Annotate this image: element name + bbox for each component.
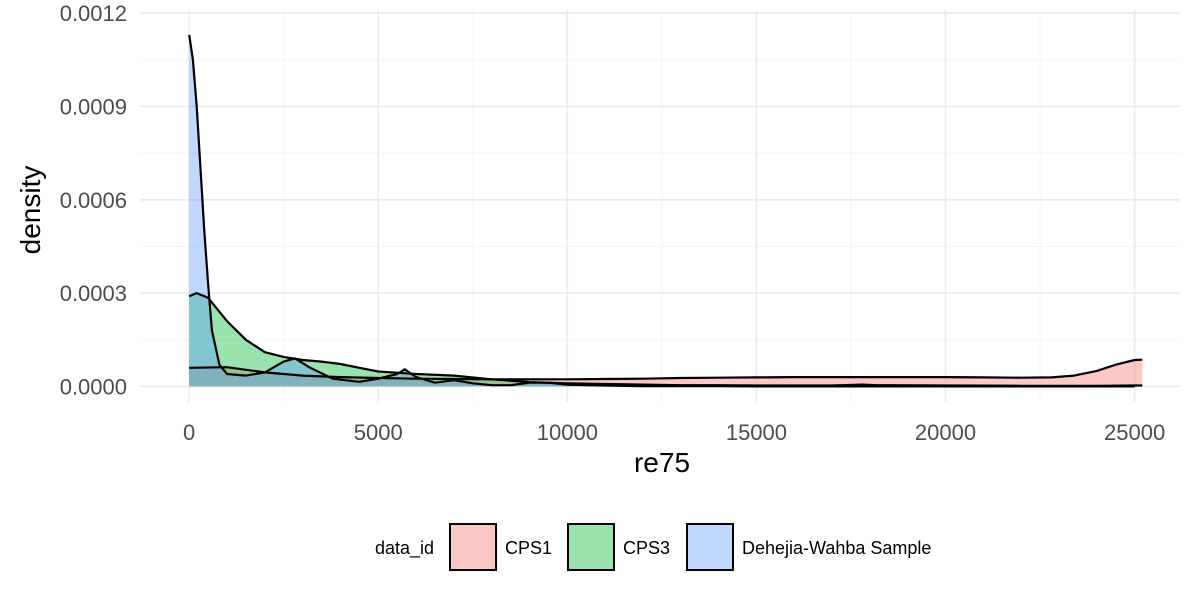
y-tick-label: 0.0006 [60,188,127,213]
legend-title: data_id [375,538,434,559]
x-tick-label: 25000 [1104,420,1165,445]
legend-item-dehejia-wahba-sample: Dehejia-Wahba Sample [686,523,931,571]
y-tick-label: 0.0003 [60,281,127,306]
density-curve-dehejia-wahba-sample [188,34,1135,388]
density-curves [188,34,1143,388]
legend-item-cps3: CPS3 [567,523,670,571]
y-axis-title: density [15,166,46,255]
legend-label-dehejia-wahba-sample: Dehejia-Wahba Sample [742,538,931,558]
grid-lines [140,10,1180,402]
legend-key-dehejia-wahba-sample [686,523,734,571]
density-area-cps3 [189,293,1143,387]
y-tick-label: 0.0012 [60,1,127,26]
legend-item-cps1: CPS1 [449,523,552,571]
x-tick-label: 5000 [354,420,403,445]
x-tick-label: 20000 [915,420,976,445]
x-tick-label: 15000 [726,420,787,445]
legend-label-cps1: CPS1 [505,538,552,558]
x-tick-label: 10000 [537,420,598,445]
density-curve-cps1 [189,358,1143,381]
density-areas [189,34,1143,387]
y-axis-ticks: 0.0000 0.0003 0.0006 0.0009 0.0012 [60,1,127,399]
x-tick-label: 0 [183,420,195,445]
legend-label-cps3: CPS3 [623,538,670,558]
x-axis-ticks: 0 5000 10000 15000 20000 25000 [183,420,1165,445]
legend: data_id CPS1 CPS3 Dehejia-Wahba Sample [375,523,931,571]
legend-key-cps1 [449,523,497,571]
legend-key-cps3 [567,523,615,571]
legend-items: CPS1 CPS3 Dehejia-Wahba Sample [449,523,931,571]
x-axis-title: re75 [634,447,690,478]
y-tick-label: 0.0009 [60,94,127,119]
y-tick-label: 0.0000 [60,374,127,399]
